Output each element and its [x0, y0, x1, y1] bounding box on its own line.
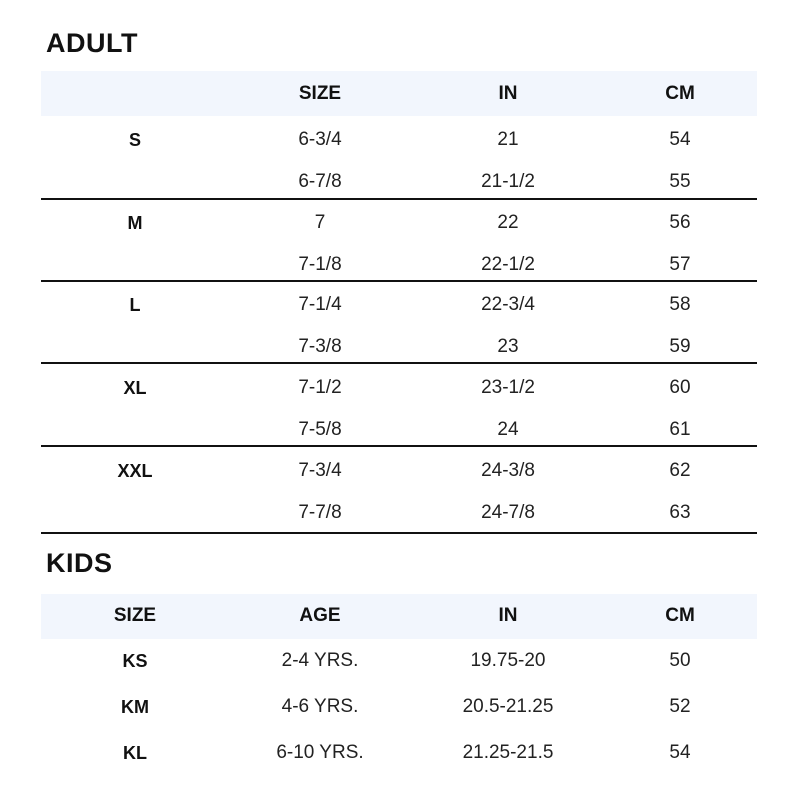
table-cell: 22: [497, 212, 519, 233]
section-title-kids: KIDS: [46, 548, 113, 578]
table-cell: 24-7/8: [481, 502, 535, 523]
column-header: CM: [665, 605, 695, 626]
section-title-adult: ADULT: [46, 28, 138, 58]
row-divider: [41, 280, 757, 282]
table-cell: 23-1/2: [481, 377, 535, 398]
table-cell: 24: [497, 419, 519, 440]
table-cell: 60: [669, 377, 691, 398]
column-header: CM: [665, 83, 695, 104]
table-cell: 2-4 YRS.: [281, 650, 359, 671]
table-cell: 54: [669, 742, 691, 763]
table-cell: 7-7/8: [298, 502, 342, 523]
table-cell: 7-1/2: [298, 377, 342, 398]
table-cell: 6-3/4: [298, 129, 342, 150]
row-divider: [41, 445, 757, 447]
size-label: KM: [121, 697, 149, 717]
column-header: SIZE: [298, 83, 342, 104]
table-cell: 63: [669, 502, 691, 523]
table-cell: 62: [669, 460, 691, 481]
table-cell: 52: [669, 696, 691, 717]
table-cell: 7-3/8: [298, 336, 342, 357]
table-cell: 21-1/2: [481, 171, 535, 192]
column-header: SIZE: [113, 605, 157, 626]
table-cell: 6-7/8: [298, 171, 342, 192]
size-label: XXL: [117, 461, 153, 481]
table-cell: 7-5/8: [298, 419, 342, 440]
table-cell: 6-10 YRS.: [276, 742, 364, 763]
size-label: KL: [123, 743, 147, 763]
table-cell: 57: [669, 254, 691, 275]
table-cell: 7-1/4: [298, 294, 342, 315]
table-cell: 7: [314, 212, 326, 233]
adult-header-band: [41, 71, 757, 116]
table-cell: 21.25-21.5: [462, 742, 554, 763]
column-header: AGE: [299, 605, 341, 626]
table-cell: 58: [669, 294, 691, 315]
table-cell: 21: [497, 129, 519, 150]
size-label: XL: [123, 378, 147, 398]
table-cell: 7-1/8: [298, 254, 342, 275]
table-cell: 19.75-20: [470, 650, 546, 671]
kids-header-band: [41, 594, 757, 639]
table-cell: 22-1/2: [481, 254, 535, 275]
size-label: L: [129, 295, 141, 315]
table-cell: 59: [669, 336, 691, 357]
table-cell: 23: [497, 336, 519, 357]
column-header: IN: [498, 83, 518, 104]
table-cell: 24-3/8: [481, 460, 535, 481]
size-label: M: [127, 213, 143, 233]
table-cell: 4-6 YRS.: [281, 696, 359, 717]
row-divider: [41, 532, 757, 534]
table-cell: 55: [669, 171, 691, 192]
size-label: S: [128, 130, 141, 150]
table-cell: 56: [669, 212, 691, 233]
size-label: KS: [122, 651, 148, 671]
column-header: IN: [498, 605, 518, 626]
table-cell: 61: [669, 419, 691, 440]
table-cell: 54: [669, 129, 691, 150]
table-cell: 20.5-21.25: [462, 696, 554, 717]
table-cell: 50: [669, 650, 691, 671]
row-divider: [41, 198, 757, 200]
table-cell: 22-3/4: [481, 294, 535, 315]
row-divider: [41, 362, 757, 364]
table-cell: 7-3/4: [298, 460, 342, 481]
